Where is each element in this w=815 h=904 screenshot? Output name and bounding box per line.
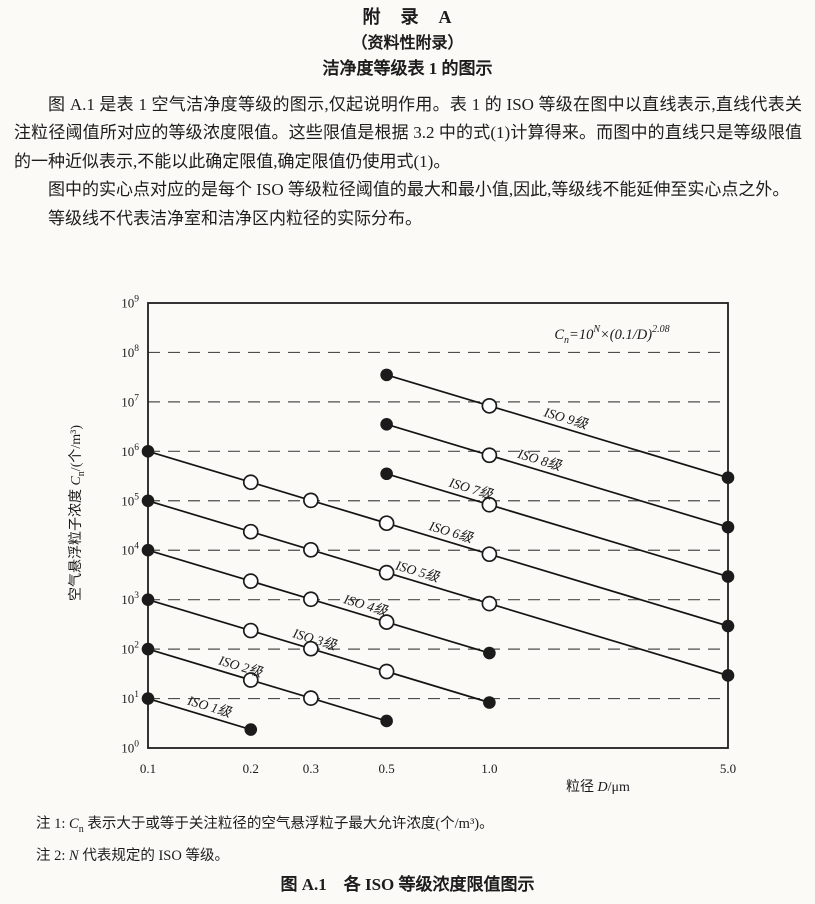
series-line — [147, 598, 490, 704]
series-line — [147, 450, 729, 627]
x-axis-title: 粒径 D/μm — [566, 779, 630, 795]
data-point-open — [303, 591, 319, 608]
x-tick-label: 0.3 — [303, 761, 319, 776]
y-tick-label: 106 — [121, 443, 139, 459]
series-label: ISO 6级 — [426, 518, 475, 546]
series-label: ISO 7级 — [446, 475, 495, 503]
data-point-filled — [141, 494, 155, 508]
y-tick-label: 109 — [121, 295, 139, 311]
data-point-open — [378, 564, 395, 581]
data-point-open — [481, 546, 498, 563]
data-point-open — [242, 573, 259, 589]
x-tick-label: 1.0 — [481, 761, 497, 776]
series-label: ISO 4级 — [341, 591, 390, 619]
series-line — [147, 499, 729, 677]
figure-a1-chart: 100 101 102 103 104 105 106 107 108 109 0.1 0.2 0.3 0… — [0, 283, 815, 810]
data-point-filled — [380, 714, 393, 728]
figure-caption: 图 A.1 各 ISO 等级浓度限值图示 — [280, 875, 535, 894]
data-point-filled — [721, 669, 735, 682]
data-point-filled — [721, 619, 735, 633]
data-point-filled — [244, 723, 258, 736]
x-tick-label: 0.5 — [378, 761, 394, 776]
data-point-open — [242, 474, 259, 491]
notes-block: 注 1: Cn 表示大于或等于关注粒径的空气悬浮粒子最大允许浓度(个/m³)。 … — [36, 811, 785, 871]
series-line — [147, 697, 252, 731]
data-point-filled — [380, 368, 393, 382]
data-point-open — [303, 492, 319, 509]
data-point-open — [378, 663, 395, 680]
data-point-open — [378, 515, 395, 532]
y-tick-label: 103 — [121, 591, 139, 607]
class-formula: Cn=10N×(0.1/D)2.08 — [554, 324, 669, 346]
data-point-filled — [721, 570, 735, 583]
y-tick-label: 105 — [121, 492, 139, 508]
data-point-open — [303, 541, 319, 558]
series-label: ISO 8级 — [515, 446, 564, 474]
data-point-open — [303, 640, 319, 657]
data-point-open — [481, 447, 498, 464]
x-tick-label: 0.1 — [140, 761, 156, 776]
data-point-open — [378, 614, 395, 630]
data-point-open — [242, 622, 259, 639]
data-point-filled — [141, 692, 155, 705]
body-text-block: 图 A.1 是表 1 空气洁净度等级的图示,仅起说明作用。表 1 的 ISO 等… — [14, 91, 802, 233]
data-point-open — [242, 672, 259, 688]
data-point-filled — [141, 593, 155, 606]
data-point-open — [303, 690, 319, 706]
data-point-open — [481, 397, 498, 414]
data-point-filled — [141, 543, 155, 557]
data-point-filled — [483, 646, 496, 660]
y-tick-label: 101 — [121, 690, 139, 706]
data-point-filled — [141, 642, 155, 656]
x-tick-label: 0.2 — [243, 761, 259, 776]
series-line — [386, 423, 729, 528]
y-tick-label: 100 — [121, 740, 139, 756]
note-1: 注 1: Cn 表示大于或等于关注粒径的空气悬浮粒子最大允许浓度(个/m³)。 — [36, 816, 494, 835]
y-tick-label: 104 — [121, 542, 139, 558]
series-label: ISO 1级 — [185, 692, 234, 720]
appendix-subtitle: （资料性附录） — [351, 35, 464, 52]
appendix-heading: 洁净度等级表 1 的图示 — [322, 59, 493, 78]
data-point-filled — [380, 467, 393, 481]
data-point-filled — [721, 520, 735, 534]
data-point-filled — [141, 445, 155, 458]
y-tick-label: 108 — [121, 344, 139, 360]
y-tick-label: 102 — [121, 641, 139, 657]
body-paragraph: 图中的实心点对应的是每个 ISO 等级粒径阈值的最大和最小值,因此,等级线不能延… — [48, 180, 790, 200]
body-paragraph: 等级线不代表洁净室和洁净区内粒径的实际分布。 — [48, 208, 422, 228]
data-point-open — [481, 496, 498, 513]
note-2: 注 2: N 代表规定的 ISO 等级。 — [36, 848, 229, 865]
data-point-open — [481, 595, 498, 612]
series-line — [147, 648, 387, 722]
body-paragraph: 图 A.1 是表 1 空气洁净度等级的图示,仅起说明作用。表 1 的 ISO 等… — [14, 95, 802, 171]
y-tick-label: 107 — [121, 393, 139, 409]
iso-class-line-chart: 100 101 102 103 104 105 106 107 108 109 0.1 0.2 0.3 0… — [68, 295, 736, 796]
y-axis-title: 空气悬浮粒子浓度 Cn/(个/m³) — [68, 425, 87, 601]
data-point-filled — [483, 696, 496, 709]
appendix-title: 附 录 A — [362, 7, 453, 27]
x-tick-label: 5.0 — [720, 761, 736, 776]
data-point-filled — [721, 471, 735, 484]
data-point-open — [242, 523, 259, 540]
data-point-filled — [380, 418, 393, 431]
